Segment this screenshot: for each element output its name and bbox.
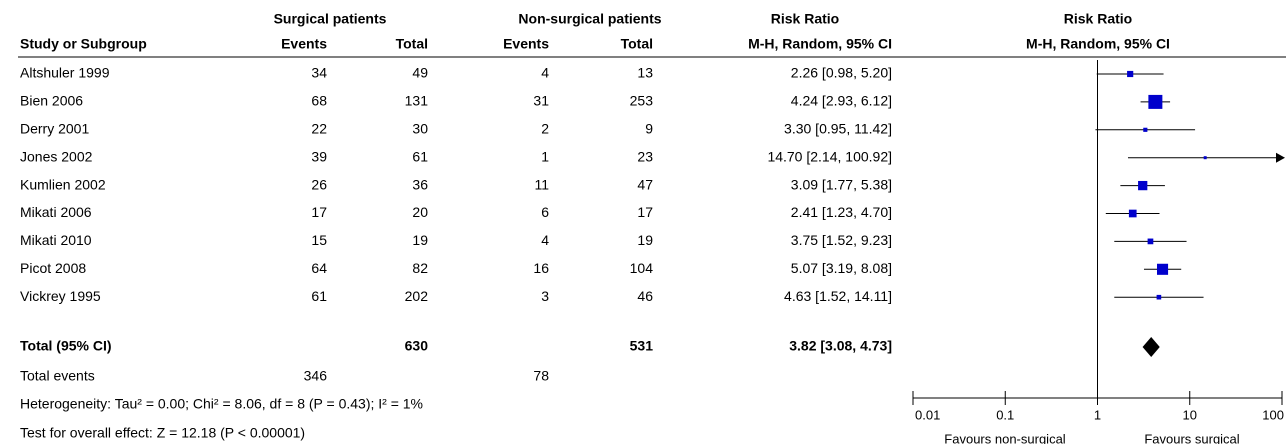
header: Study or Subgroup [20,36,147,52]
cell: 68 [311,93,327,109]
point-estimate [1148,94,1163,109]
x-tick-label: 10 [1183,407,1197,422]
cell: 9 [645,121,653,137]
effect-label: 14.70 [2.14, 100.92] [767,148,892,164]
effect-label: 4.24 [2.93, 6.12] [791,93,892,109]
header: Non-surgical patients [518,11,661,27]
cell: 46 [637,288,653,304]
cell: 15 [311,232,327,248]
point-estimate [1147,238,1154,245]
cell: 19 [412,232,428,248]
cell: 630 [405,338,429,354]
cell: 131 [405,93,429,109]
total-name: Total (95% CI) [20,338,112,354]
cell: 31 [533,93,549,109]
effect-label: 3.09 [1.77, 5.38] [791,176,892,192]
cell: 6 [541,204,549,220]
cell: 47 [637,176,653,192]
x-label: Favours non-surgical [944,431,1065,444]
study-name: Jones 2002 [20,148,93,164]
point-estimate [1203,156,1207,160]
point-estimate [1156,263,1169,275]
study-name: Mikati 2006 [20,204,92,220]
header: Events [503,36,549,52]
point-estimate [1127,70,1134,78]
x-label: Favours surgical [1144,431,1239,444]
cell: 1 [541,148,549,164]
cell: 82 [412,260,428,276]
study-name: Derry 2001 [20,121,89,137]
cell: 11 [534,176,549,192]
effect-label: 2.26 [0.98, 5.20] [791,65,892,81]
cell: 61 [311,288,327,304]
cell: 20 [412,204,428,220]
header: Risk Ratio [1064,11,1132,27]
study-name: Kumlien 2002 [20,176,106,192]
effect-label: 3.30 [0.95, 11.42] [784,121,892,137]
header: Surgical patients [274,11,387,27]
cell: 13 [637,65,653,81]
cell: 104 [630,260,654,276]
header: Total [621,36,653,52]
cell: 61 [412,148,428,164]
study-name: Picot 2008 [20,260,86,276]
cell: 64 [311,260,327,276]
effect-label: 4.63 [1.52, 14.11] [784,288,892,304]
ci-arrow [1276,152,1285,163]
pooled-diamond [1142,337,1160,357]
study-name: Vickrey 1995 [20,288,101,304]
cell: 22 [311,121,327,137]
x-tick-label: 0.1 [996,407,1014,422]
cell: 78 [533,368,549,384]
cell: 19 [637,232,653,248]
cell: 253 [630,93,654,109]
x-tick-label: 1 [1094,407,1101,422]
cell: 36 [412,176,428,192]
overall-effect: Test for overall effect: Z = 12.18 (P < … [20,425,305,441]
heterogeneity: Heterogeneity: Tau² = 0.00; Chi² = 8.06,… [20,396,423,412]
effect-label: 3.82 [3.08, 4.73] [789,338,892,354]
cell: 16 [533,260,549,276]
cell: 34 [311,65,327,81]
study-name: Mikati 2010 [20,232,92,248]
total-events-name: Total events [20,368,95,384]
header: Risk Ratio [771,11,839,27]
header: M-H, Random, 95% CI [748,36,892,52]
cell: 23 [637,148,653,164]
point-estimate [1143,127,1148,132]
cell: 17 [637,204,653,220]
header: M-H, Random, 95% CI [1026,36,1170,52]
cell: 49 [412,65,428,81]
cell: 202 [405,288,429,304]
cell: 39 [311,148,327,164]
x-tick-label: 0.01 [915,407,940,422]
cell: 26 [311,176,327,192]
effect-label: 2.41 [1.23, 4.70] [791,204,892,220]
cell: 2 [541,121,549,137]
point-estimate [1138,180,1148,191]
cell: 531 [630,338,654,354]
cell: 4 [541,65,549,81]
effect-label: 3.75 [1.52, 9.23] [791,232,892,248]
cell: 346 [304,368,328,384]
study-name: Bien 2006 [20,93,83,109]
cell: 30 [412,121,428,137]
point-estimate [1128,209,1137,218]
effect-label: 5.07 [3.19, 8.08] [791,260,892,276]
header: Total [396,36,428,52]
cell: 17 [311,204,327,220]
x-tick-label: 100 [1262,407,1284,422]
header: Events [281,36,327,52]
study-name: Altshuler 1999 [20,65,110,81]
cell: 4 [541,232,549,248]
cell: 3 [541,288,549,304]
point-estimate [1156,294,1162,300]
